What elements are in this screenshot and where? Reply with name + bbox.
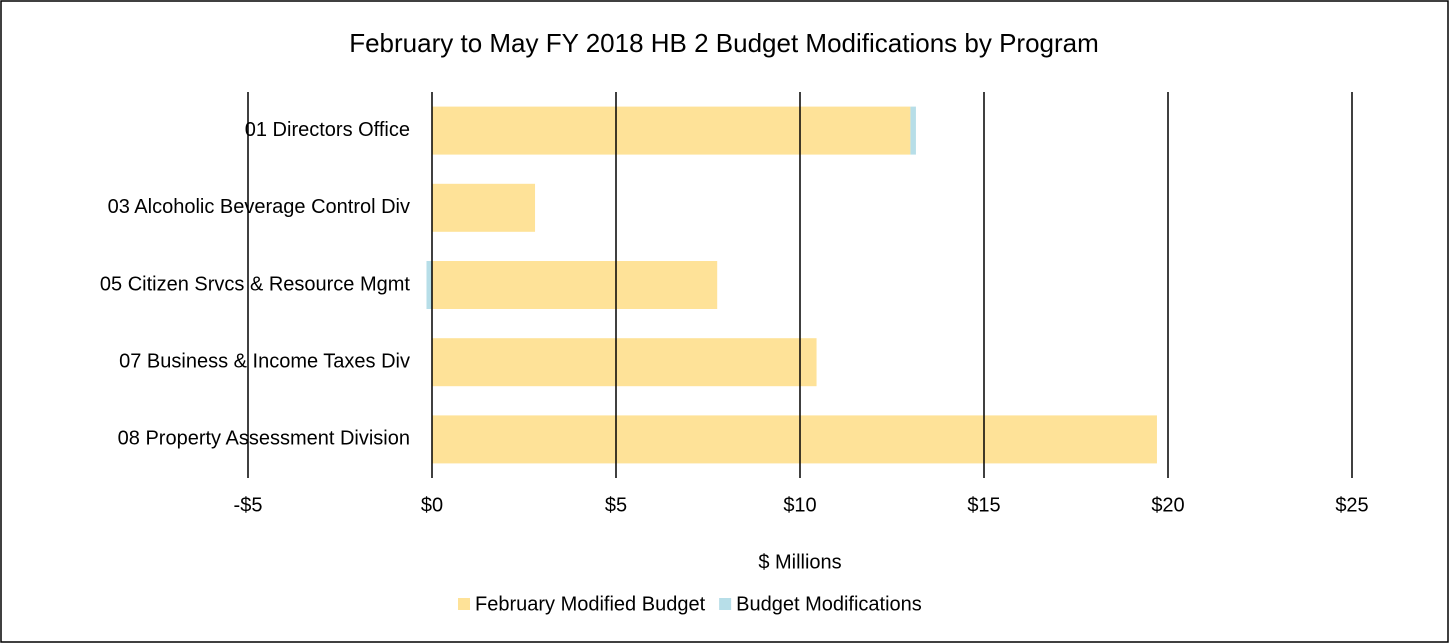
x-tick-label: $25 [1335, 494, 1368, 516]
x-tick-label: $20 [1151, 494, 1184, 516]
x-tick-label: $15 [967, 494, 1000, 516]
chart-title: February to May FY 2018 HB 2 Budget Modi… [349, 28, 1099, 58]
legend-label: February Modified Budget [475, 593, 706, 615]
y-tick-label: 03 Alcoholic Beverage Control Div [108, 196, 410, 218]
legend-swatch [719, 598, 732, 610]
legend-swatch [458, 598, 470, 610]
bar [432, 106, 911, 155]
x-tick-label: $5 [605, 494, 627, 516]
legend-label: Budget Modifications [736, 593, 922, 615]
bar [432, 338, 817, 387]
bar [432, 261, 718, 309]
bar [426, 261, 432, 309]
bar [432, 415, 1157, 464]
y-tick-label: 05 Citizen Srvcs & Resource Mgmt [100, 273, 411, 295]
x-tick-label: $0 [421, 494, 443, 516]
y-tick-label: 01 Directors Office [245, 119, 410, 141]
bar [432, 183, 536, 232]
x-tick-label: -$5 [234, 494, 263, 516]
bar [910, 106, 916, 155]
x-axis-title: $ Millions [758, 551, 841, 573]
y-tick-label: 07 Business & Income Taxes Div [119, 350, 410, 372]
x-tick-label: $10 [783, 494, 816, 516]
y-tick-label: 08 Property Assessment Division [118, 428, 410, 450]
